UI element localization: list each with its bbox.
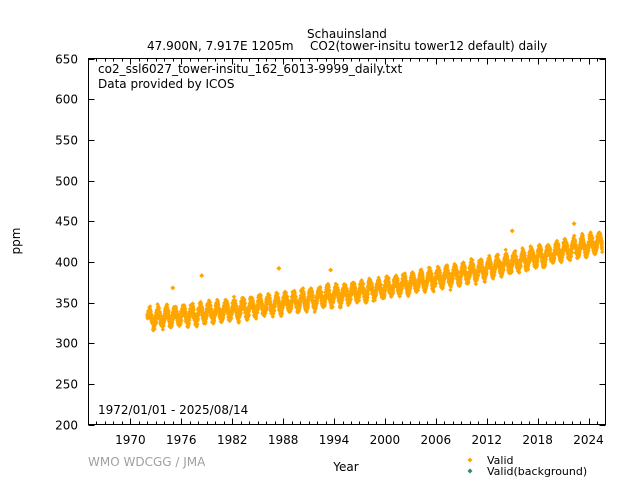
x-tick-label: 1988 [268,433,299,447]
provider-label: Data provided by ICOS [98,77,234,91]
legend-marker-valid-background [467,468,473,474]
y-tick-label: 200 [55,419,78,433]
x-tick-label: 1994 [319,433,350,447]
legend: Valid Valid(background) [467,454,587,478]
y-axis: 200 250 300 350 400 450 500 550 600 650 [55,53,606,433]
outlier-point [509,228,515,234]
y-tick-label: 450 [55,215,78,229]
x-tick-label: 2024 [573,433,604,447]
outlier-point [170,285,176,291]
chart-subtitle-series: CO2(tower-insitu tower12 default) daily [310,39,547,53]
plot-frame [88,58,606,425]
y-tick-label: 650 [55,53,78,67]
data-points [145,221,605,333]
x-axis: 1970 1976 1982 1988 1994 2000 2006 2012 2018 2024 [96,58,604,447]
date-range-label: 1972/01/01 - 2025/08/14 [98,403,248,417]
legend-label-valid-background: Valid(background) [487,465,587,478]
x-tick-label: 2018 [522,433,553,447]
chart-title: Schauinsland [307,27,387,41]
outlier-point [276,265,282,271]
legend-marker-valid [467,457,473,463]
chart-subtitle-location: 47.900N, 7.917E 1205m [147,39,294,53]
y-tick-label: 500 [55,175,78,189]
series-valid-points [145,230,605,333]
y-tick-label: 250 [55,378,78,392]
y-tick-label: 550 [55,134,78,148]
x-tick-label: 2012 [471,433,502,447]
x-axis-label: Year [332,460,358,474]
file-name-label: co2_ssl6027_tower-insitu_162_6013-9999_d… [98,62,402,76]
x-tick-label: 1982 [217,433,248,447]
y-tick-label: 400 [55,256,78,270]
y-tick-label: 600 [55,93,78,107]
outlier-point [571,221,577,227]
outlier-point [199,273,205,279]
y-axis-label: ppm [9,228,23,255]
y-tick-label: 350 [55,297,78,311]
outlier-point [328,267,334,273]
watermark: WMO WDCGG / JMA [88,455,206,469]
legend-label-valid: Valid [487,454,514,467]
x-tick-label: 2000 [370,433,401,447]
x-tick-label: 1976 [166,433,197,447]
x-tick-label: 1970 [115,433,146,447]
x-tick-label: 2006 [421,433,452,447]
y-tick-label: 300 [55,337,78,351]
